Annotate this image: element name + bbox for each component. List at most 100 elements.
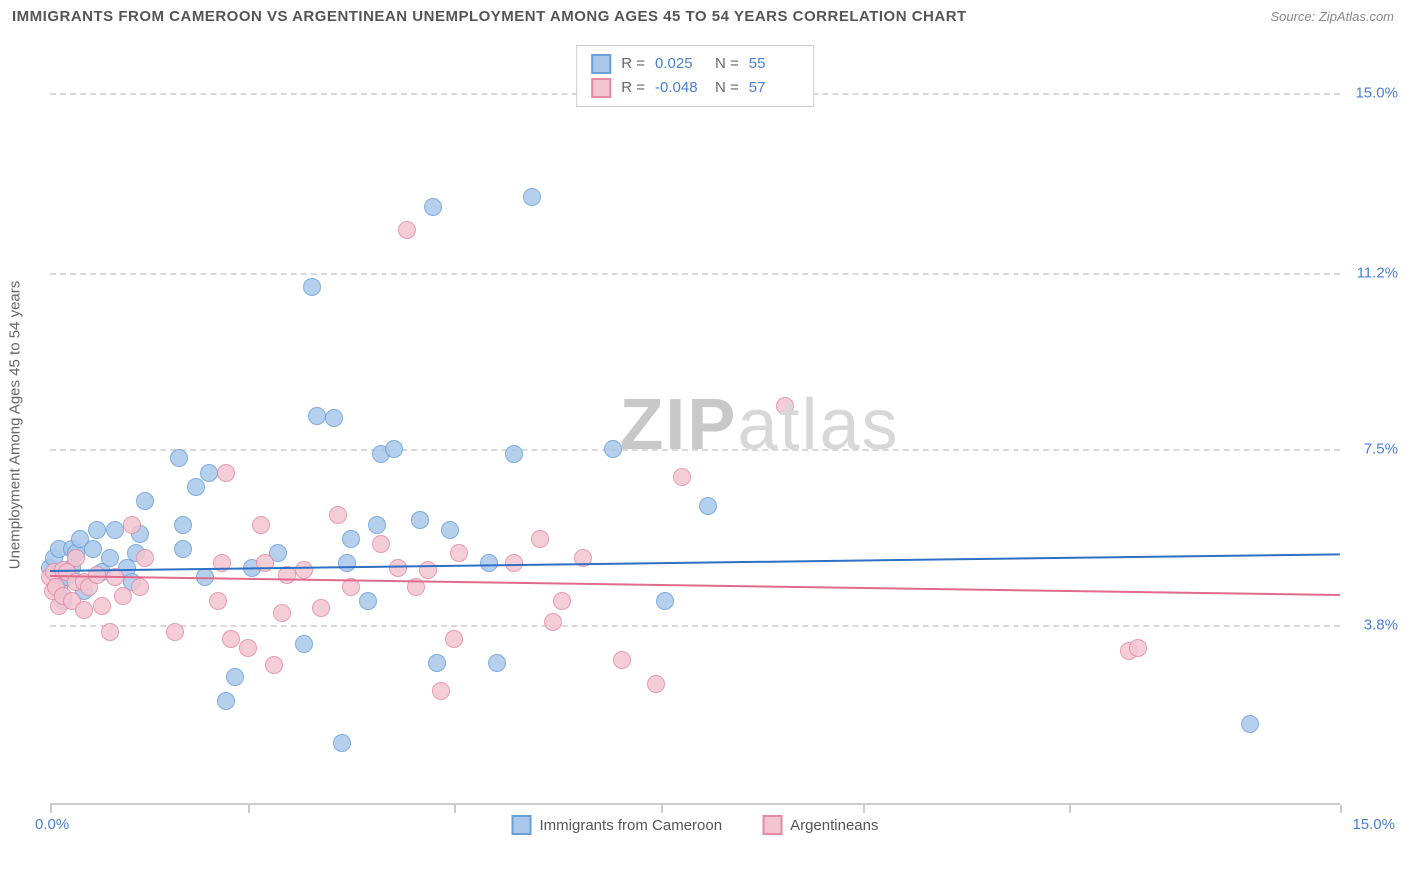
data-point — [647, 675, 665, 693]
data-point — [428, 654, 446, 672]
x-axis-min-label: 0.0% — [35, 816, 69, 833]
r-label: R = — [621, 76, 645, 100]
data-point — [523, 188, 541, 206]
data-point — [226, 668, 244, 686]
x-axis-max-label: 15.0% — [1352, 816, 1395, 833]
scatter-chart: Unemployment Among Ages 45 to 54 years 1… — [50, 45, 1340, 805]
y-tick-label: 7.5% — [1364, 440, 1398, 457]
data-point — [673, 468, 691, 486]
data-point — [699, 497, 717, 515]
data-point — [84, 540, 102, 558]
data-point — [656, 592, 674, 610]
legend-label: Argentineans — [790, 817, 878, 834]
data-point — [1129, 639, 1147, 657]
n-value: 57 — [749, 76, 799, 100]
r-label: R = — [621, 52, 645, 76]
data-point — [385, 440, 403, 458]
x-tick — [1069, 805, 1071, 813]
series-legend: Immigrants from Cameroon Argentineans — [512, 815, 879, 835]
source-attribution: Source: ZipAtlas.com — [1270, 9, 1394, 24]
x-tick — [1340, 805, 1342, 813]
data-point — [480, 554, 498, 572]
data-point — [222, 630, 240, 648]
data-point — [93, 597, 111, 615]
data-point — [273, 604, 291, 622]
x-tick — [454, 805, 456, 813]
data-point — [424, 198, 442, 216]
data-point — [114, 587, 132, 605]
data-point — [166, 623, 184, 641]
n-label: N = — [715, 52, 739, 76]
correlation-stats-box: R = 0.025 N = 55R = -0.048 N = 57 — [576, 45, 814, 107]
data-point — [209, 592, 227, 610]
chart-title: IMMIGRANTS FROM CAMEROON VS ARGENTINEAN … — [12, 8, 967, 25]
legend-swatch — [591, 54, 611, 74]
data-point — [131, 578, 149, 596]
gridline — [50, 273, 1340, 275]
data-point — [217, 464, 235, 482]
data-point — [170, 449, 188, 467]
stat-row: R =-0.048N =57 — [591, 76, 799, 100]
x-axis — [50, 803, 1340, 805]
x-tick — [661, 805, 663, 813]
data-point — [200, 464, 218, 482]
r-value: -0.048 — [655, 76, 705, 100]
data-point — [174, 516, 192, 534]
data-point — [88, 521, 106, 539]
trend-line — [50, 575, 1340, 596]
data-point — [505, 554, 523, 572]
data-point — [303, 278, 321, 296]
data-point — [398, 221, 416, 239]
data-point — [372, 535, 390, 553]
data-point — [329, 506, 347, 524]
data-point — [505, 445, 523, 463]
data-point — [101, 549, 119, 567]
data-point — [432, 682, 450, 700]
y-tick-label: 3.8% — [1364, 616, 1398, 633]
data-point — [106, 521, 124, 539]
data-point — [187, 478, 205, 496]
legend-swatch — [591, 78, 611, 98]
data-point — [553, 592, 571, 610]
data-point — [239, 639, 257, 657]
data-point — [544, 613, 562, 631]
stat-row: R = 0.025 N = 55 — [591, 52, 799, 76]
data-point — [136, 492, 154, 510]
data-point — [101, 623, 119, 641]
data-point — [776, 397, 794, 415]
y-axis-label: Unemployment Among Ages 45 to 54 years — [7, 281, 24, 570]
legend-swatch — [762, 815, 782, 835]
data-point — [333, 734, 351, 752]
data-point — [411, 511, 429, 529]
n-value: 55 — [749, 52, 799, 76]
data-point — [445, 630, 463, 648]
gridline — [50, 625, 1340, 627]
data-point — [488, 654, 506, 672]
data-point — [174, 540, 192, 558]
data-point — [252, 516, 270, 534]
data-point — [441, 521, 459, 539]
data-point — [338, 554, 356, 572]
data-point — [1241, 715, 1259, 733]
data-point — [342, 530, 360, 548]
data-point — [308, 407, 326, 425]
x-tick — [248, 805, 250, 813]
data-point — [295, 561, 313, 579]
data-point — [531, 530, 549, 548]
x-tick — [50, 805, 52, 813]
data-point — [604, 440, 622, 458]
legend-label: Immigrants from Cameroon — [540, 817, 723, 834]
data-point — [359, 592, 377, 610]
data-point — [613, 651, 631, 669]
data-point — [295, 635, 313, 653]
data-point — [419, 561, 437, 579]
y-tick-label: 15.0% — [1355, 84, 1398, 101]
r-value: 0.025 — [655, 52, 705, 76]
legend-item: Argentineans — [762, 815, 878, 835]
data-point — [217, 692, 235, 710]
data-point — [136, 549, 154, 567]
data-point — [75, 601, 93, 619]
watermark: ZIPatlas — [619, 384, 899, 466]
data-point — [312, 599, 330, 617]
data-point — [67, 549, 85, 567]
